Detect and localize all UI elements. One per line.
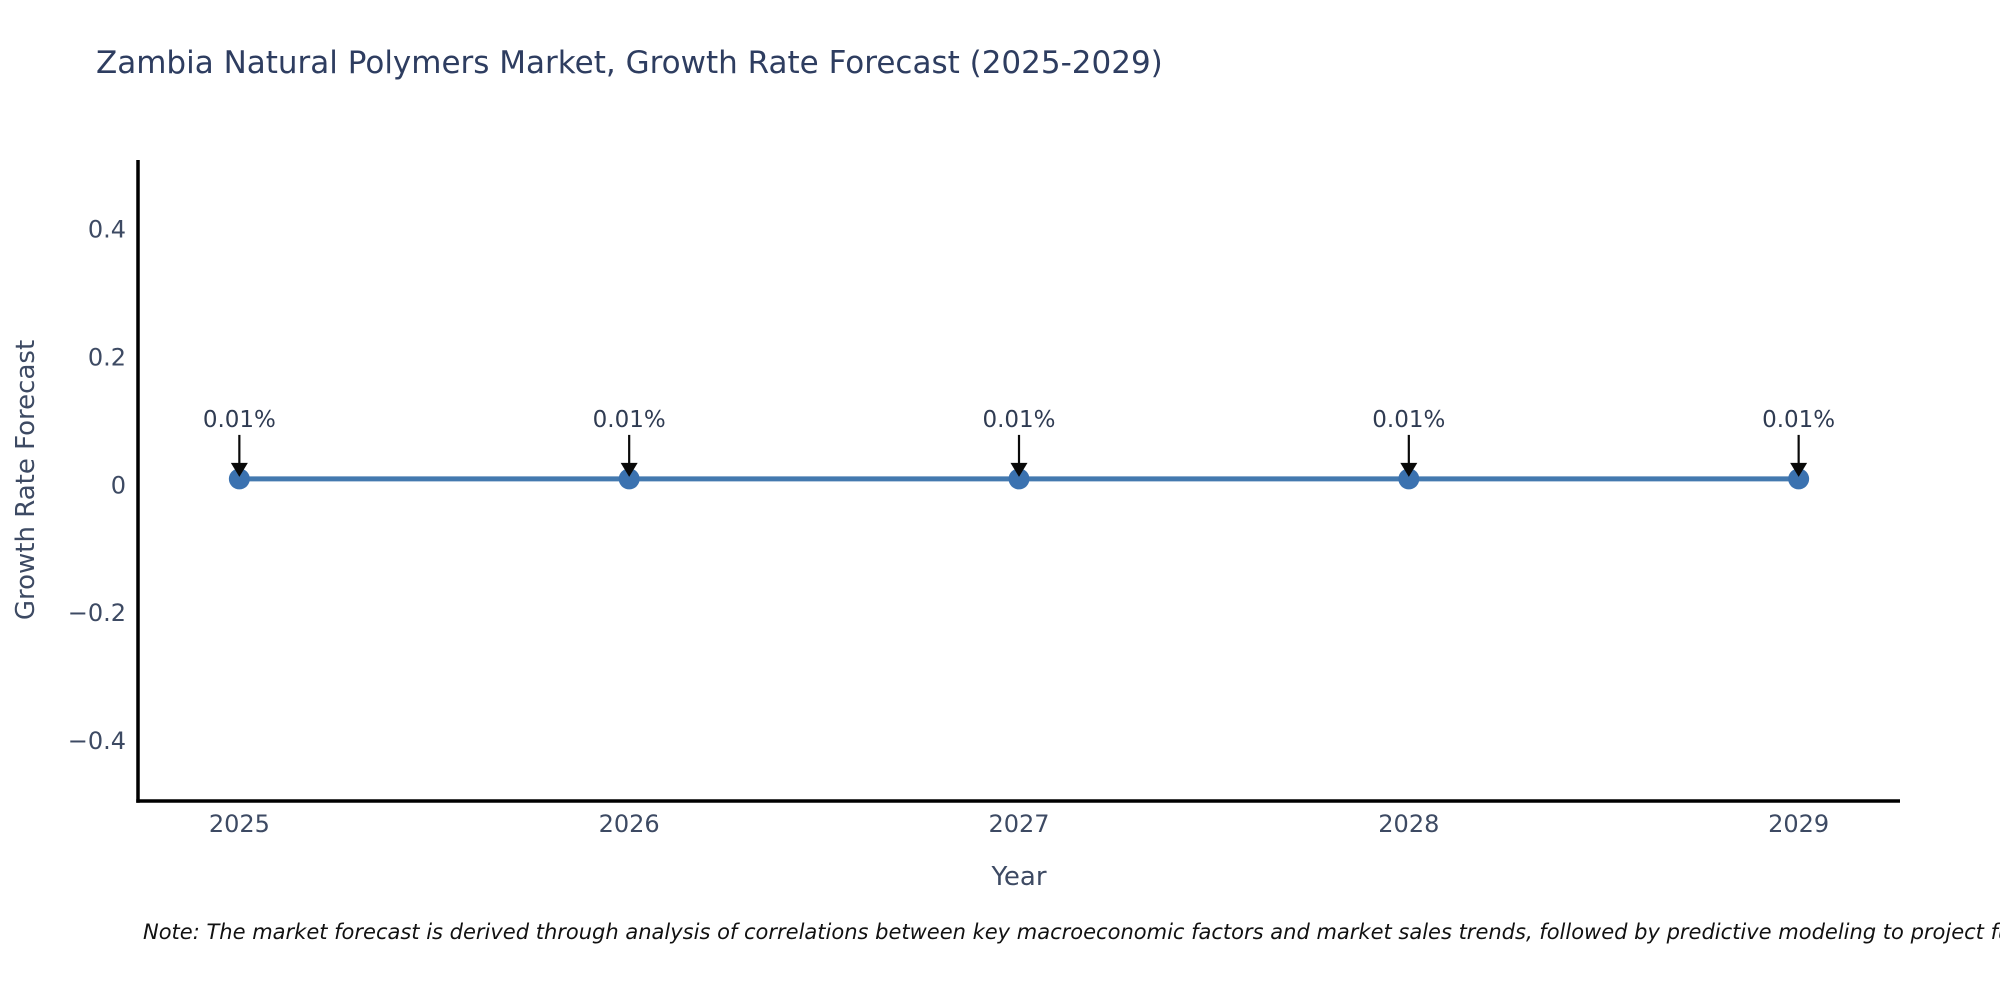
annotation-arrow-head <box>1400 462 1418 477</box>
annotation-arrow-head <box>230 462 248 477</box>
y-tick-label: 0.4 <box>88 216 126 244</box>
y-tick-label: 0 <box>111 471 126 499</box>
data-point-marker <box>1788 468 1810 490</box>
data-point-annotation: 0.01% <box>593 407 666 433</box>
x-tick-label: 2028 <box>1378 810 1439 838</box>
y-tick-label: −0.4 <box>68 727 126 755</box>
data-point-marker <box>228 468 250 490</box>
x-tick-label: 2025 <box>209 810 270 838</box>
data-point-annotation: 0.01% <box>1762 407 1835 433</box>
annotation-arrow-head <box>1790 462 1808 477</box>
x-axis-label: Year <box>991 862 1047 892</box>
x-tick-label: 2027 <box>988 810 1049 838</box>
y-tick-label: −0.2 <box>68 599 126 627</box>
y-tick-label: 0.2 <box>88 343 126 371</box>
data-point-marker <box>1008 468 1030 490</box>
annotation-arrow-head <box>1010 462 1028 477</box>
data-point-marker <box>1398 468 1420 490</box>
x-tick-label: 2026 <box>599 810 660 838</box>
x-tick-label: 2029 <box>1768 810 1829 838</box>
footnote: Note: The market forecast is derived thr… <box>143 920 2000 944</box>
data-point-marker <box>618 468 640 490</box>
data-point-annotation: 0.01% <box>203 407 276 433</box>
data-point-annotation: 0.01% <box>982 407 1055 433</box>
annotation-arrow-head <box>620 462 638 477</box>
chart-title: Zambia Natural Polymers Market, Growth R… <box>96 45 1163 81</box>
data-point-annotation: 0.01% <box>1372 407 1445 433</box>
